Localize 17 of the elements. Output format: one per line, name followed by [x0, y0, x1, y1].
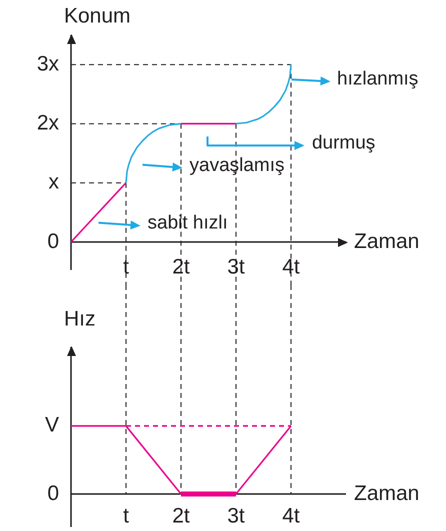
x-tick-label: 2t [172, 504, 190, 528]
x-axis-title: Zaman [354, 482, 420, 505]
y-tick-label: 0 [47, 230, 59, 253]
x-tick-label: t [123, 504, 130, 528]
annotation: durmuş [312, 132, 376, 154]
annotation: hızlanmış [337, 68, 418, 90]
x-tick-label: 3t [227, 504, 245, 528]
x-axis-title: Zaman [354, 230, 420, 253]
y-axis-title: Hız [64, 307, 96, 330]
y-tick-label: x [48, 170, 60, 194]
x-tick-label: 4t [282, 504, 300, 528]
y-tick-label: 3x [36, 52, 60, 76]
y-axis-title: Konum [64, 4, 131, 28]
annotation: V [44, 414, 59, 437]
y-tick-label: 2x [36, 112, 60, 135]
annotation: sabit hızlı [148, 212, 228, 234]
annotation: yavaşlamış [190, 155, 285, 176]
